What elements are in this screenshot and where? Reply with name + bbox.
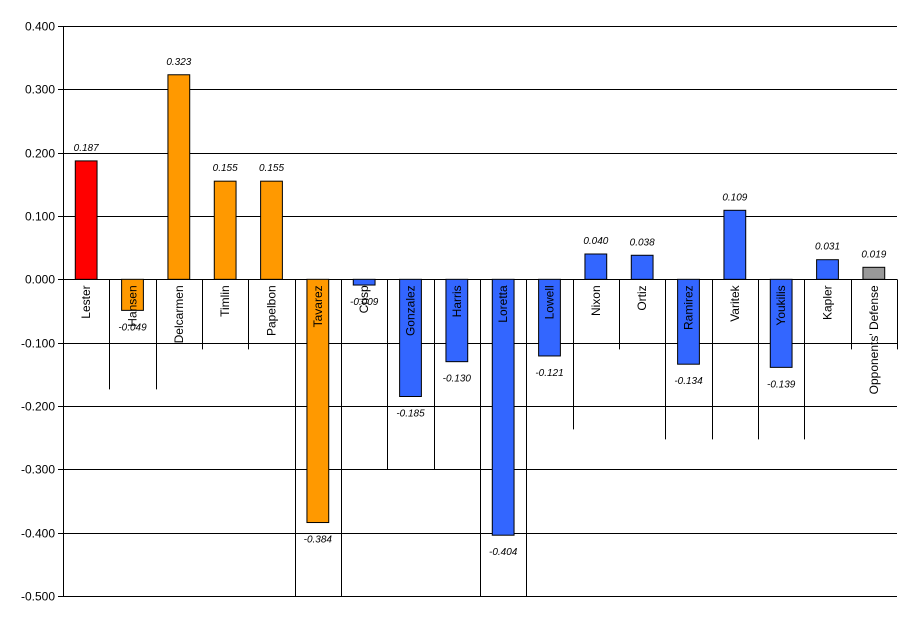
bar: [121, 278, 144, 311]
category-label: Ortiz: [635, 285, 649, 310]
bar: [491, 278, 515, 536]
value-label: 0.038: [630, 237, 655, 248]
value-label: 0.155: [259, 163, 284, 174]
bar: [677, 278, 700, 365]
value-label: 0.155: [213, 163, 238, 174]
bar: [399, 278, 422, 398]
bar: [816, 259, 839, 280]
category-label: Lowell: [543, 285, 557, 319]
value-label: -0.009: [350, 297, 379, 308]
y-tick-label: -0.300: [21, 463, 55, 477]
category-label: Delcarmen: [172, 285, 186, 343]
bars: [74, 74, 886, 536]
value-label: -0.049: [118, 322, 147, 333]
value-label: 0.019: [861, 249, 886, 260]
category-label: Varitek: [728, 284, 742, 321]
y-tick-label: 0.300: [25, 83, 55, 97]
category-label: Kapler: [821, 285, 835, 320]
value-label: 0.040: [583, 236, 608, 247]
category-label: Nixon: [589, 285, 603, 316]
value-label: -0.384: [304, 535, 333, 546]
y-tick-label: -0.500: [21, 590, 55, 604]
y-tick-label: -0.200: [21, 400, 55, 414]
y-tick-label: 0.200: [25, 147, 55, 161]
bar: [723, 209, 747, 280]
bar: [167, 74, 191, 280]
category-label: Tavarez: [311, 285, 325, 327]
category-label: Timlin: [218, 285, 232, 317]
bar: [769, 278, 793, 368]
bar: [306, 278, 330, 524]
value-label: 0.109: [722, 192, 747, 203]
bar: [74, 160, 98, 280]
value-label: -0.130: [443, 374, 472, 385]
bar: [630, 254, 654, 280]
bar: [445, 278, 469, 363]
y-tick-label: 0.400: [25, 20, 55, 34]
category-labels: Lester Hansen Delcarmen Timlin Papelbon Tavar…: [79, 284, 881, 394]
value-label: -0.404: [489, 547, 518, 558]
category-label: Loretta: [496, 285, 510, 323]
value-label: 0.187: [74, 143, 99, 154]
category-separators: [63, 279, 898, 596]
value-label: -0.185: [396, 409, 425, 420]
value-labels: 0.187 -0.049 0.323 0.155 0.155 -0.384 -0.009 -0…: [74, 57, 887, 558]
y-axis-ticks: 0.400 0.300 0.200 0.100 0.000 -0.100 -0.200 -0.…: [21, 20, 63, 604]
category-label: Youkilis: [774, 285, 788, 325]
category-label: Opponents' Defense: [867, 285, 881, 394]
bar: [584, 253, 608, 280]
category-label: Crisp: [357, 285, 371, 313]
bar: [862, 266, 886, 280]
category-label: Hansen: [126, 285, 140, 326]
category-label: Ramirez: [682, 285, 696, 330]
y-tick-label: -0.400: [21, 527, 55, 541]
category-label: Gonzalez: [404, 285, 418, 336]
value-label: 0.031: [815, 242, 840, 253]
category-label: Harris: [450, 285, 464, 317]
y-tick-label: -0.100: [21, 337, 55, 351]
value-label: -0.139: [767, 379, 796, 390]
y-tick-label: 0.000: [25, 273, 55, 287]
bar: [213, 180, 237, 280]
category-label: Lester: [79, 285, 93, 318]
bar: [260, 180, 283, 280]
value-label: 0.323: [166, 57, 191, 68]
bar: [352, 278, 376, 286]
value-label: -0.121: [535, 368, 563, 379]
bar: [538, 278, 561, 357]
value-label: -0.134: [674, 376, 703, 387]
y-tick-label: 0.100: [25, 210, 55, 224]
category-label: Papelbon: [265, 285, 279, 336]
